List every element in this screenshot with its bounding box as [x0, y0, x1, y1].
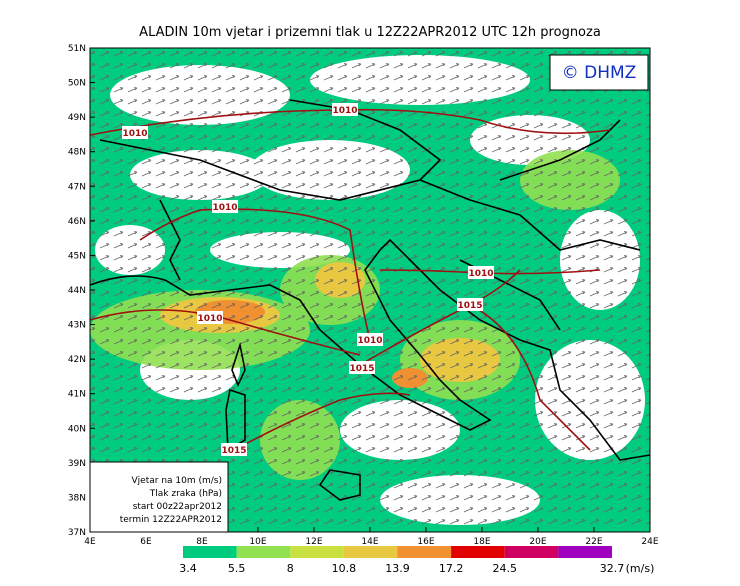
lat-label: 49N	[68, 113, 86, 123]
legend-line: Tlak zraka (hPa)	[149, 489, 222, 499]
colorbar-box	[451, 546, 505, 558]
lon-label: 16E	[417, 537, 434, 547]
lat-label: 42N	[68, 355, 86, 365]
isobar-label-bg	[332, 103, 358, 116]
colorbar-value: 17.2	[439, 562, 464, 575]
lat-label: 39N	[68, 459, 86, 469]
isobar-label: 1010	[332, 106, 357, 116]
title: ALADIN 10m vjetar i prizemni tlak u 12Z2…	[139, 25, 601, 40]
lon-axis: 4E 6E 8E 10E 12E 14E 16E 18E 20E 22E 24E	[84, 527, 659, 547]
isobar-label: 1010	[212, 203, 237, 213]
lon-label: 10E	[249, 537, 266, 547]
colorbar-value: 24.5	[493, 562, 518, 575]
isobar-label: 1015	[457, 301, 482, 311]
isobar-label-bg	[122, 126, 148, 139]
lon-label: 4E	[84, 537, 96, 547]
lon-label: 18E	[473, 537, 490, 547]
colorbar-value: 32.7	[600, 562, 625, 575]
colorbar-box	[183, 546, 237, 558]
colorbar-value: 5.5	[228, 562, 246, 575]
lat-axis: 37N 38N 39N 40N 41N 42N 43N 44N 45N 46N 47N 48N 49N 5…	[68, 44, 95, 538]
isobar-label-bg	[349, 361, 375, 374]
colorbar: 3.4 5.5 8 10.8 13.9 17.2 24.5 32.7 (m/s)	[179, 546, 654, 575]
colorbar-unit: (m/s)	[626, 562, 655, 575]
lon-label: 14E	[361, 537, 378, 547]
colorbar-value: 10.8	[332, 562, 357, 575]
lat-label: 48N	[68, 148, 86, 158]
lat-label: 40N	[68, 424, 86, 434]
isobar-label-bg	[457, 298, 483, 311]
colorbar-value: 3.4	[179, 562, 197, 575]
lat-label: 43N	[68, 321, 86, 331]
lon-label: 20E	[529, 537, 546, 547]
legend-line: start 00z22apr2012	[133, 502, 222, 512]
lon-label: 6E	[140, 537, 152, 547]
isobar-label-bg	[197, 311, 223, 324]
legend-line: Vjetar na 10m (m/s)	[132, 476, 222, 486]
lat-label: 46N	[68, 217, 86, 227]
isobar-label-bg	[468, 266, 494, 279]
lon-label: 24E	[641, 537, 658, 547]
legend: Vjetar na 10m (m/s) Tlak zraka (hPa) start…	[120, 476, 222, 525]
isobar-label: 1010	[197, 314, 222, 324]
isobar-labels: 1010 1010 1010 1010 1010 1010 1015 1015 1015	[122, 103, 494, 456]
isobar-label: 1015	[349, 364, 374, 374]
logo-box	[549, 54, 649, 91]
lon-label: 22E	[585, 537, 602, 547]
lon-label: 12E	[305, 537, 322, 547]
lat-label: 41N	[68, 390, 86, 400]
isobar-label-bg	[357, 333, 383, 346]
lat-label: 51N	[68, 44, 86, 54]
lat-label: 38N	[68, 493, 86, 503]
isobar-label: 1010	[122, 129, 147, 139]
colorbar-box	[504, 546, 559, 558]
colorbar-value: 8	[287, 562, 294, 575]
lat-label: 44N	[68, 286, 86, 296]
map-area	[89, 48, 651, 532]
frame	[89, 47, 651, 533]
isobar-label: 1015	[221, 446, 246, 456]
isobar-label: 1010	[357, 336, 382, 346]
logo: © DHMZ	[562, 63, 637, 83]
legend-line: termin 12Z22APR2012	[120, 515, 222, 525]
colorbar-box	[397, 546, 452, 558]
colorbar-box	[290, 546, 344, 558]
isobar-label-bg	[221, 443, 247, 456]
lat-label: 45N	[68, 251, 86, 261]
lat-label: 50N	[68, 79, 86, 89]
legend-box	[89, 461, 229, 533]
colorbar-box	[343, 546, 398, 558]
colorbar-box	[236, 546, 291, 558]
lon-label: 8E	[196, 537, 208, 547]
lat-label: 37N	[68, 528, 86, 538]
colorbar-box	[558, 546, 612, 558]
isobar-label-bg	[212, 200, 238, 213]
colorbar-value: 13.9	[385, 562, 410, 575]
isobar-label: 1010	[468, 269, 493, 279]
lat-label: 47N	[68, 182, 86, 192]
